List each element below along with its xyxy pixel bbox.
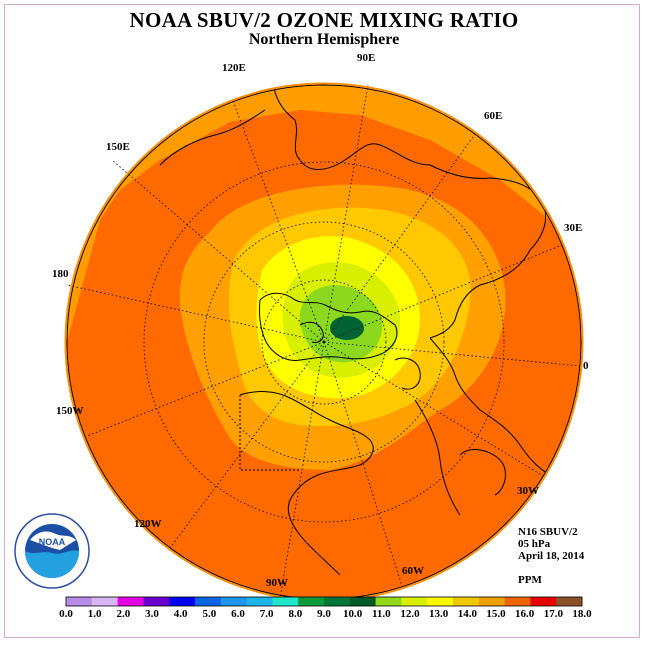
colorbar-tick-label: 7.0 <box>259 608 274 620</box>
lon-label-30w: 30W <box>517 485 539 497</box>
colorbar-tick-label: 1.0 <box>87 608 102 620</box>
colorbar-tick-label: 14.0 <box>457 608 477 620</box>
colorbar-tick-label: 18.0 <box>572 608 592 620</box>
colorbar-tick-label: 10.0 <box>343 608 363 620</box>
lon-label-150e: 150E <box>106 141 130 153</box>
lon-label-120e: 120E <box>222 62 246 74</box>
units-label: PPM <box>518 574 542 586</box>
colorbar-tick-label: 11.0 <box>372 608 391 620</box>
colorbar-tick-label: 4.0 <box>173 608 188 620</box>
lon-label-60e: 60E <box>484 110 503 122</box>
colorbar-tick-label: 17.0 <box>543 608 563 620</box>
colorbar-tick-label: 9.0 <box>317 608 331 620</box>
lon-label-180: 180 <box>52 268 69 280</box>
lon-label-0: 0 <box>583 360 589 372</box>
figure-frame <box>4 4 640 638</box>
level-label: 05 hPa <box>518 538 551 550</box>
colorbar-tick-label: 16.0 <box>515 608 535 620</box>
colorbar-tick-label: 5.0 <box>202 608 217 620</box>
graticule <box>66 84 581 599</box>
lon-label-60w: 60W <box>402 565 424 577</box>
lon-label-30e: 30E <box>564 222 583 234</box>
instrument-label: N16 SBUV/2 <box>518 526 578 538</box>
lon-label-90w: 90W <box>266 577 288 589</box>
lon-label-90e: 90E <box>357 52 376 64</box>
map-title: NOAA SBUV/2 OZONE MIXING RATIO <box>129 8 519 32</box>
lon-label-120w: 120W <box>134 518 162 530</box>
colorbar-tick-label: 3.0 <box>145 608 159 620</box>
ozone-band-14-15-rim <box>67 85 575 342</box>
colorbar-tick-label: 0.0 <box>59 608 73 620</box>
colorbar-tick-label: 8.0 <box>288 608 303 620</box>
coastlines <box>159 85 556 576</box>
colorbar-tick-label: 15.0 <box>486 608 506 620</box>
date-label: April 18, 2014 <box>518 550 585 562</box>
map-subtitle: Northern Hemisphere <box>248 31 400 48</box>
colorbar-tick-label: 13.0 <box>429 608 449 620</box>
colorbar-tick-label: 12.0 <box>400 608 420 620</box>
colorbar-tick-label: 2.0 <box>116 608 131 620</box>
lon-label-150w: 150W <box>56 405 84 417</box>
colorbar-tick-label: 6.0 <box>231 608 245 620</box>
ozone-band-9-10 <box>330 316 364 340</box>
